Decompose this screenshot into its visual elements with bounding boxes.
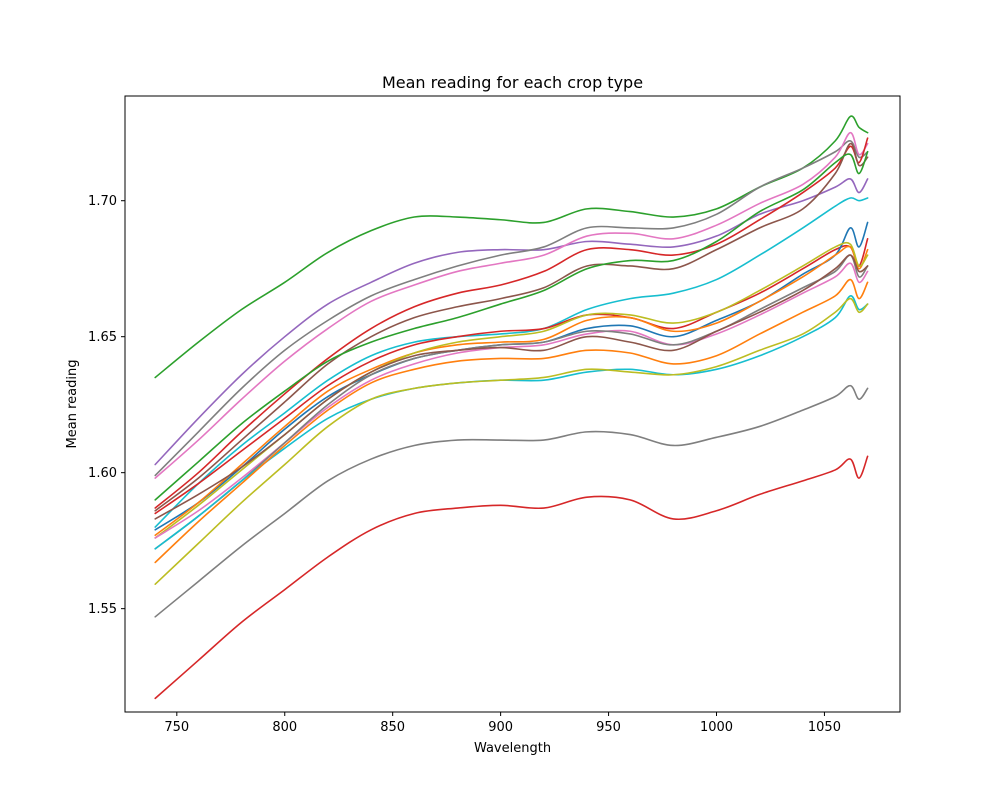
series-line-4 [154,131,869,479]
chart-title: Mean reading for each crop type [382,73,643,92]
y-tick-label: 1.65 [88,330,117,345]
series-line-19 [154,384,869,618]
series-line-16 [154,295,869,550]
series-line-20 [154,455,869,700]
y-axis: 1.55 1.60 1.65 1.70 [88,194,125,617]
series-line-15 [154,254,869,520]
series-line-11 [154,245,869,537]
series-line-5 [154,137,869,509]
series-line-1 [154,115,869,379]
x-axis: 750 800 850 900 950 1000 1050 [164,712,841,735]
x-tick-label: 750 [164,720,189,735]
series-line-7 [154,150,869,501]
x-axis-label: Wavelength [474,741,551,756]
y-tick-label: 1.55 [88,602,117,617]
x-tick-label: 900 [488,720,513,735]
series-layer [154,115,869,700]
x-tick-label: 850 [380,720,405,735]
y-axis-label: Mean reading [65,360,80,449]
series-line-14 [154,254,869,550]
series-line-17 [154,278,869,564]
series-line-8 [154,197,869,528]
series-line-3 [154,140,869,477]
x-tick-label: 950 [596,720,621,735]
series-line-18 [154,297,869,585]
series-line-9 [154,237,869,515]
x-tick-label: 800 [272,720,297,735]
y-tick-label: 1.70 [88,194,117,209]
series-line-6 [154,142,869,512]
x-tick-label: 1050 [808,720,841,735]
y-tick-label: 1.60 [88,466,117,481]
plot-area-frame [124,95,901,713]
x-tick-label: 1000 [700,720,733,735]
